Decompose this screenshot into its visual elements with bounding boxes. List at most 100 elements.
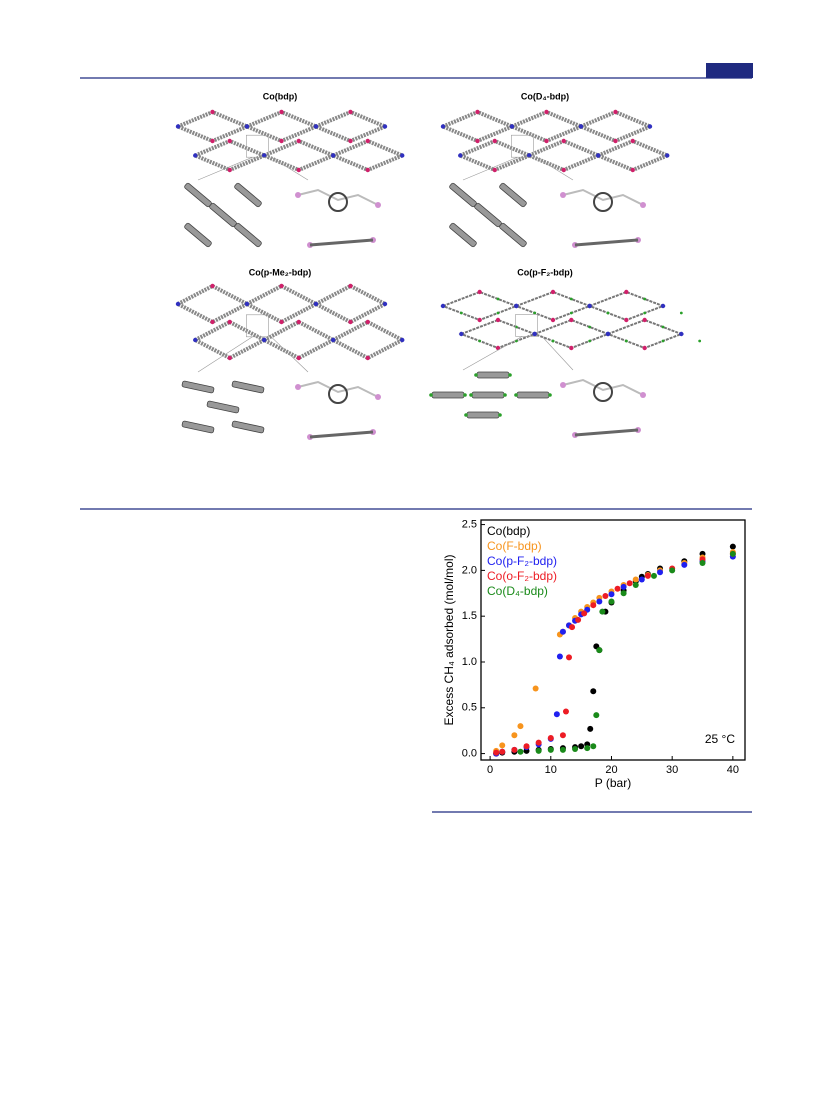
metal-node	[400, 337, 405, 343]
metal-node	[647, 124, 653, 129]
stacked-linker	[231, 420, 265, 434]
data-point	[593, 712, 600, 719]
data-point	[569, 624, 576, 631]
data-point	[559, 732, 566, 739]
stacked-linker	[234, 222, 262, 248]
data-point	[511, 746, 518, 753]
linker-bond	[297, 188, 379, 206]
fluorine-atom	[533, 311, 537, 315]
data-point	[644, 572, 651, 579]
metal-node	[175, 124, 181, 129]
zoom-line	[535, 156, 574, 181]
y-tick-label: 1.5	[462, 610, 477, 622]
data-point	[638, 576, 645, 583]
linker-ring	[184, 182, 212, 208]
fluorine-atom	[503, 393, 507, 397]
metal-node	[495, 317, 501, 323]
metal-node	[624, 317, 629, 323]
framework-channel	[458, 318, 538, 350]
metal-node	[544, 109, 549, 115]
fluorine-atom	[496, 311, 500, 315]
linker-ring	[499, 222, 527, 248]
zoom-line	[197, 336, 253, 373]
linker-ring	[206, 400, 240, 414]
stacked-linker	[449, 182, 477, 208]
metal-node	[193, 337, 198, 343]
data-point	[559, 628, 566, 635]
framework-channel	[310, 109, 391, 144]
metal-node	[331, 153, 336, 158]
data-point	[578, 743, 585, 750]
fluorine-atom	[459, 311, 463, 315]
metal-node	[313, 301, 319, 307]
framework-channel	[311, 283, 390, 325]
data-point	[587, 725, 594, 732]
stacked-linker	[449, 222, 477, 248]
metal-node	[475, 138, 480, 144]
metal-node	[440, 124, 446, 129]
data-point	[608, 598, 615, 605]
stacked-linker	[181, 380, 215, 394]
fluorine-atom	[463, 393, 467, 397]
fluorine-atom	[551, 339, 555, 343]
metal-node	[630, 138, 635, 144]
metal-node	[679, 331, 684, 337]
metal-node	[262, 337, 267, 343]
metal-node	[227, 319, 232, 325]
zoom-box	[246, 314, 269, 338]
data-point	[581, 610, 588, 617]
zoom-line	[541, 336, 574, 371]
cobalt-atom	[560, 192, 566, 198]
metal-node	[365, 355, 370, 361]
cobalt-atom	[295, 192, 301, 198]
metal-node	[227, 167, 232, 173]
metal-node	[492, 138, 497, 144]
data-point	[590, 743, 597, 750]
phenyl-ring	[328, 384, 348, 404]
zoom-line	[197, 156, 253, 181]
linker-bond	[574, 238, 639, 247]
y-tick-label: 2.5	[462, 518, 477, 530]
fluorine-atom	[569, 311, 573, 315]
metal-node	[296, 138, 301, 144]
metal-node	[331, 337, 336, 343]
fluorine-atom	[643, 311, 647, 315]
fluorine-atom	[624, 339, 628, 343]
framework-channel	[190, 319, 269, 361]
metal-node	[477, 289, 482, 295]
data-point	[511, 732, 518, 739]
metal-node	[605, 331, 611, 337]
stacked-linker	[514, 391, 552, 399]
data-point	[650, 572, 657, 579]
chart: 0 10 20 30 40 0.0 0.5 1.0 1.5 2.0 2.5 P (bar) Excess…	[442, 518, 746, 790]
stacked-linker	[474, 202, 502, 228]
metal-node	[279, 283, 284, 289]
linker-ring	[231, 420, 265, 434]
x-axis-label: P (bar)	[595, 776, 631, 790]
metal-node	[495, 345, 501, 351]
linker-bond	[562, 188, 644, 206]
legend-entry: Co(p-F₂-bdp)	[487, 554, 557, 568]
zoom-line	[270, 336, 309, 373]
fluorine-atom	[464, 413, 468, 417]
linker-bond	[309, 238, 374, 247]
data-point	[657, 569, 664, 576]
linker-ring	[234, 182, 262, 208]
metal-node	[262, 153, 267, 158]
linker-closeup	[295, 188, 381, 248]
linker-ring	[234, 222, 262, 248]
metal-node	[561, 138, 566, 144]
fluorine-atom	[514, 393, 518, 397]
data-point	[566, 654, 572, 661]
linker-ring	[476, 371, 510, 379]
annotation: 25 °C	[705, 732, 735, 746]
metal-node	[296, 167, 301, 173]
framework-channel	[241, 109, 322, 144]
data-point	[562, 708, 569, 715]
panel-title: Co(D₄-bdp)	[521, 91, 569, 101]
metal-node	[279, 109, 284, 115]
metal-node	[210, 319, 215, 325]
framework-channel	[455, 138, 535, 173]
data-point	[608, 591, 615, 598]
fluorine-atom	[478, 339, 482, 343]
